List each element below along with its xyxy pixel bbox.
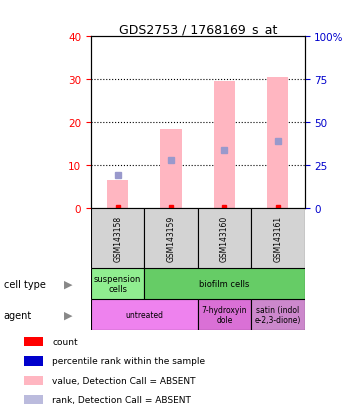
Bar	[24, 337, 43, 347]
Bar	[144, 268, 304, 299]
Bar	[267, 78, 288, 209]
Bar	[214, 82, 235, 209]
Bar	[251, 299, 304, 330]
Bar	[198, 209, 251, 268]
Bar	[160, 129, 182, 209]
Text: GSM143161: GSM143161	[273, 216, 282, 261]
Text: agent: agent	[4, 310, 32, 320]
Text: 7-hydroxyin
dole: 7-hydroxyin dole	[202, 305, 247, 325]
Title: GDS2753 / 1768169_s_at: GDS2753 / 1768169_s_at	[119, 23, 277, 36]
Text: satin (indol
e-2,3-dione): satin (indol e-2,3-dione)	[255, 305, 301, 325]
Bar	[91, 209, 144, 268]
Text: rank, Detection Call = ABSENT: rank, Detection Call = ABSENT	[52, 395, 191, 404]
Text: GSM143160: GSM143160	[220, 216, 229, 261]
Text: ▶: ▶	[64, 279, 72, 289]
Bar	[24, 356, 43, 366]
Text: cell type: cell type	[4, 279, 46, 289]
Text: untreated: untreated	[125, 311, 163, 319]
Text: GSM143158: GSM143158	[113, 216, 122, 261]
Bar	[198, 299, 251, 330]
Text: biofilm cells: biofilm cells	[199, 280, 250, 288]
Bar	[24, 395, 43, 404]
Text: percentile rank within the sample: percentile rank within the sample	[52, 357, 205, 366]
Bar	[91, 299, 198, 330]
Bar	[144, 209, 198, 268]
Text: ▶: ▶	[64, 310, 72, 320]
Text: value, Detection Call = ABSENT: value, Detection Call = ABSENT	[52, 376, 196, 385]
Text: suspension
cells: suspension cells	[94, 274, 141, 294]
Bar	[24, 376, 43, 385]
Bar	[91, 268, 144, 299]
Bar	[107, 181, 128, 209]
Text: count: count	[52, 337, 78, 347]
Bar	[251, 209, 304, 268]
Text: GSM143159: GSM143159	[167, 216, 176, 261]
